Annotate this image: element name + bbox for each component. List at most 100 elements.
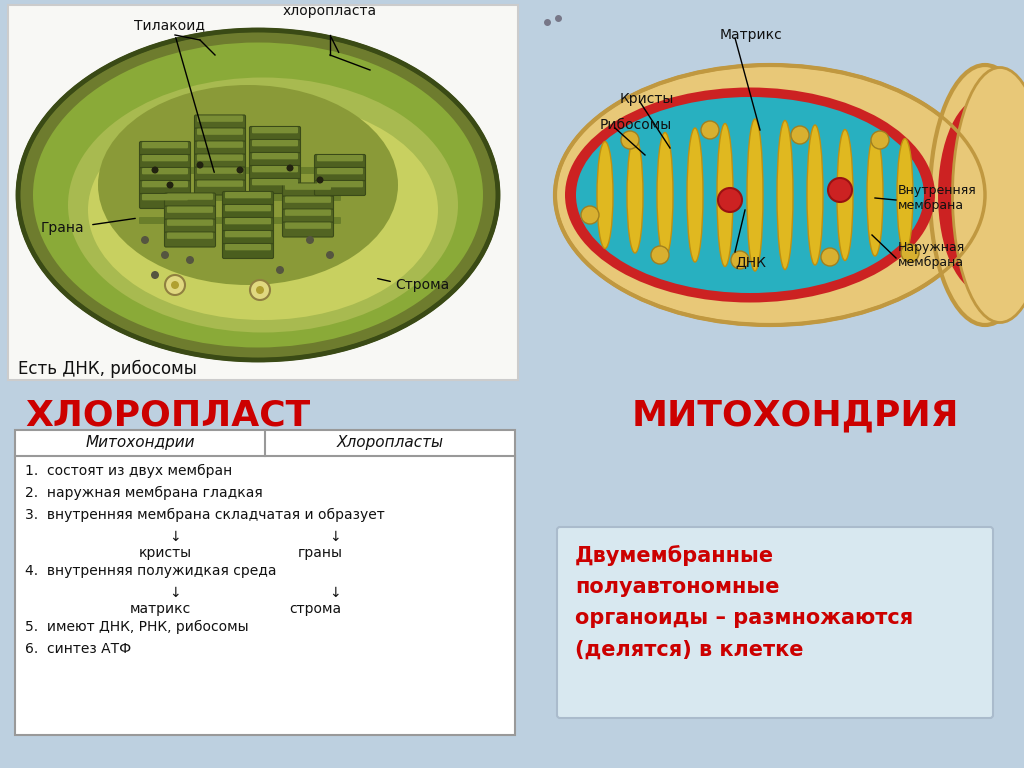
Text: Оболочка
хлоропласта: Оболочка хлоропласта: [283, 0, 377, 18]
Text: Грана: Грана: [40, 221, 84, 235]
FancyBboxPatch shape: [195, 128, 246, 143]
FancyBboxPatch shape: [285, 210, 331, 216]
Ellipse shape: [938, 98, 1024, 293]
FancyBboxPatch shape: [314, 167, 366, 183]
FancyBboxPatch shape: [557, 527, 993, 718]
Ellipse shape: [98, 85, 398, 285]
Circle shape: [718, 188, 742, 212]
Circle shape: [871, 131, 889, 149]
Text: Внутренняя
мембрана: Внутренняя мембрана: [898, 184, 977, 212]
FancyBboxPatch shape: [285, 197, 331, 203]
Circle shape: [621, 131, 639, 149]
Text: Хлоропласты: Хлоропласты: [337, 435, 443, 451]
Ellipse shape: [897, 138, 913, 251]
Circle shape: [250, 280, 270, 300]
Text: кристы: кристы: [138, 546, 191, 560]
Ellipse shape: [746, 119, 763, 271]
FancyBboxPatch shape: [142, 142, 188, 148]
FancyBboxPatch shape: [142, 181, 188, 187]
Text: ↓: ↓: [329, 586, 341, 600]
Text: матрикс: матрикс: [129, 602, 190, 616]
Circle shape: [821, 248, 839, 266]
FancyBboxPatch shape: [15, 430, 515, 735]
Circle shape: [171, 281, 179, 289]
Circle shape: [791, 126, 809, 144]
FancyBboxPatch shape: [197, 115, 243, 122]
FancyBboxPatch shape: [250, 153, 300, 167]
Circle shape: [701, 121, 719, 139]
FancyBboxPatch shape: [197, 180, 243, 187]
FancyBboxPatch shape: [197, 141, 243, 147]
FancyBboxPatch shape: [222, 217, 273, 233]
FancyBboxPatch shape: [195, 141, 246, 156]
Circle shape: [316, 177, 324, 184]
Ellipse shape: [597, 141, 613, 249]
FancyBboxPatch shape: [167, 233, 213, 239]
Text: 1.  состоят из двух мембран: 1. состоят из двух мембран: [25, 464, 232, 478]
FancyBboxPatch shape: [225, 218, 271, 224]
Circle shape: [651, 246, 669, 264]
FancyBboxPatch shape: [222, 243, 273, 259]
Circle shape: [828, 178, 852, 202]
FancyBboxPatch shape: [142, 155, 188, 161]
FancyBboxPatch shape: [139, 194, 190, 208]
FancyBboxPatch shape: [195, 115, 246, 130]
Circle shape: [151, 271, 159, 279]
FancyBboxPatch shape: [317, 168, 362, 174]
FancyBboxPatch shape: [252, 179, 298, 185]
Ellipse shape: [88, 100, 438, 320]
FancyBboxPatch shape: [197, 128, 243, 135]
FancyBboxPatch shape: [165, 193, 215, 208]
Ellipse shape: [18, 30, 498, 360]
FancyBboxPatch shape: [225, 244, 271, 250]
Circle shape: [581, 206, 599, 224]
FancyBboxPatch shape: [165, 219, 215, 234]
Circle shape: [152, 167, 159, 174]
FancyBboxPatch shape: [283, 183, 334, 198]
Text: 6.  синтез АТФ: 6. синтез АТФ: [25, 642, 131, 656]
FancyBboxPatch shape: [283, 196, 334, 211]
Text: ↓: ↓: [169, 586, 181, 600]
Text: Наружная
мембрана: Наружная мембрана: [898, 241, 966, 269]
Ellipse shape: [68, 78, 458, 333]
Circle shape: [901, 244, 919, 262]
FancyBboxPatch shape: [250, 140, 300, 154]
FancyBboxPatch shape: [250, 127, 300, 141]
Circle shape: [186, 256, 194, 264]
FancyBboxPatch shape: [167, 220, 213, 226]
Text: Есть ДНК, рибосомы: Есть ДНК, рибосомы: [18, 360, 197, 378]
Circle shape: [256, 286, 264, 294]
Ellipse shape: [565, 88, 935, 303]
Text: Тилакоид: Тилакоид: [134, 18, 206, 32]
Text: ↓: ↓: [169, 530, 181, 544]
Ellipse shape: [33, 42, 483, 347]
FancyBboxPatch shape: [139, 180, 190, 196]
FancyBboxPatch shape: [167, 194, 213, 200]
Ellipse shape: [807, 125, 823, 265]
FancyBboxPatch shape: [197, 167, 243, 174]
Ellipse shape: [837, 130, 853, 260]
FancyBboxPatch shape: [252, 140, 298, 147]
FancyBboxPatch shape: [252, 153, 298, 159]
FancyBboxPatch shape: [222, 230, 273, 246]
Text: МИТОХОНДРИЯ: МИТОХОНДРИЯ: [631, 398, 958, 432]
FancyBboxPatch shape: [165, 206, 215, 221]
Text: Рибосомы: Рибосомы: [600, 118, 672, 132]
Text: 5.  имеют ДНК, РНК, рибосомы: 5. имеют ДНК, РНК, рибосомы: [25, 620, 249, 634]
Circle shape: [326, 251, 334, 259]
Circle shape: [167, 181, 173, 188]
FancyBboxPatch shape: [139, 194, 341, 201]
Text: 4.  внутренняя полужидкая среда: 4. внутренняя полужидкая среда: [25, 564, 276, 578]
FancyBboxPatch shape: [167, 207, 213, 213]
FancyBboxPatch shape: [142, 168, 188, 174]
Ellipse shape: [627, 137, 643, 253]
FancyBboxPatch shape: [283, 209, 334, 224]
Ellipse shape: [687, 128, 703, 262]
Ellipse shape: [952, 68, 1024, 323]
FancyBboxPatch shape: [283, 222, 334, 237]
FancyBboxPatch shape: [317, 155, 362, 161]
Text: ХЛОРОПЛАСТ: ХЛОРОПЛАСТ: [25, 398, 310, 432]
Ellipse shape: [930, 65, 1024, 325]
FancyBboxPatch shape: [222, 204, 273, 220]
FancyBboxPatch shape: [142, 194, 188, 200]
